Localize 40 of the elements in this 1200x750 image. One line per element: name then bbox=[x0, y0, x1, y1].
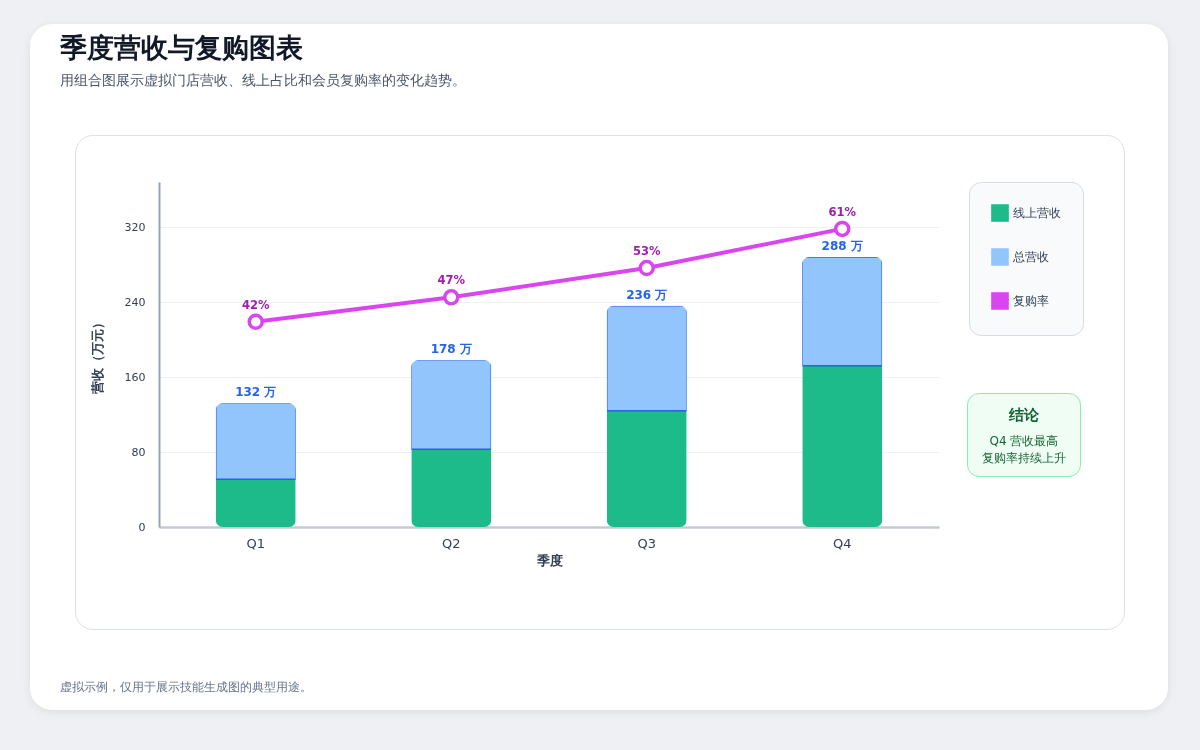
x-tick-label: Q4 bbox=[832, 535, 852, 551]
total-label: 132 万 bbox=[235, 385, 277, 400]
point bbox=[442, 289, 460, 306]
bar bbox=[802, 257, 883, 367]
total-label: 178 万 bbox=[430, 342, 472, 357]
legend-label: 总营收 bbox=[1012, 250, 1049, 264]
text: 结论 bbox=[1008, 406, 1040, 425]
total-label: 236 万 bbox=[626, 287, 668, 302]
bar bbox=[411, 449, 492, 527]
y-tick-label: 80 bbox=[131, 445, 146, 459]
legend-label: 线上营收 bbox=[1013, 206, 1061, 220]
chart-title: 季度营收与复购图表 bbox=[60, 31, 303, 65]
y-tick-label: 0 bbox=[138, 520, 146, 534]
bar bbox=[215, 479, 296, 527]
data-label: 42% bbox=[242, 297, 270, 312]
text: 复购率持续上升 bbox=[981, 450, 1067, 467]
y-tick-label: 160 bbox=[124, 370, 146, 384]
bar bbox=[215, 403, 296, 480]
bar bbox=[606, 305, 687, 412]
point bbox=[833, 220, 851, 238]
data-label: 47% bbox=[437, 273, 466, 288]
total-label: 288 万 bbox=[821, 239, 863, 253]
legend-label: 复购率 bbox=[1013, 294, 1049, 308]
x-tick-label: Q3 bbox=[637, 535, 656, 551]
y-axis-title: 营收（万元） bbox=[89, 316, 105, 395]
x-tick-label: Q2 bbox=[442, 535, 461, 551]
text: 虚拟示例，仅用于展示技能生成图的典型用途。 bbox=[60, 679, 312, 696]
data-label: 53% bbox=[632, 244, 661, 259]
x-axis-title: 季度 bbox=[535, 552, 563, 568]
y-tick-label: 240 bbox=[124, 295, 146, 309]
point bbox=[247, 313, 265, 331]
x-tick-label: Q1 bbox=[246, 535, 266, 551]
y-tick-label: 320 bbox=[124, 220, 146, 234]
text: Q4 营收最高 bbox=[988, 433, 1060, 450]
chart-subtitle: 用组合图展示虚拟门店营收、线上占比和会员复购率的变化趋势。 bbox=[60, 72, 466, 90]
bar bbox=[802, 365, 883, 527]
bar bbox=[411, 360, 492, 450]
bar bbox=[606, 410, 687, 527]
data-label: 61% bbox=[828, 204, 857, 219]
point bbox=[638, 259, 656, 277]
